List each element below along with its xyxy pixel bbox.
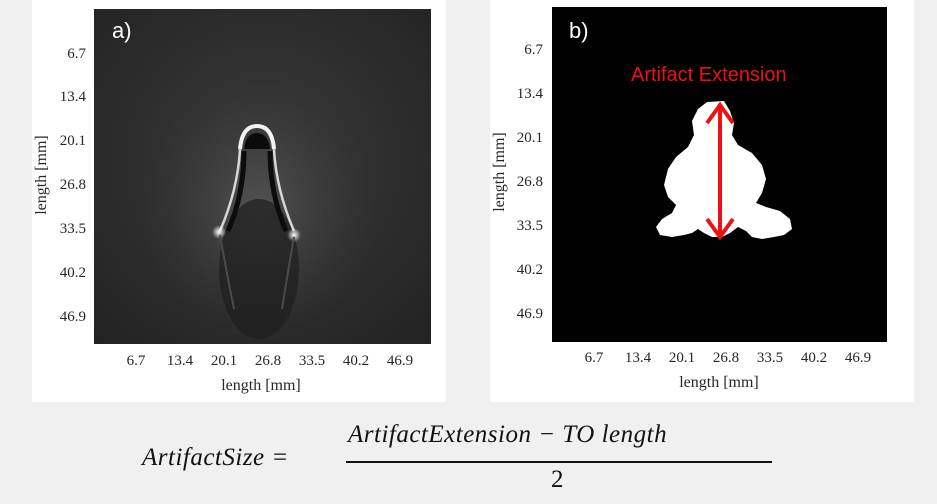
panel-a-ytick: 13.4 bbox=[59, 89, 86, 105]
ultrasound-artifact-image bbox=[94, 9, 431, 344]
panel-a-ytick: 46.9 bbox=[59, 309, 86, 325]
panel-b-ytick: 20.1 bbox=[516, 130, 543, 146]
panel-b-ylabel: length [mm] bbox=[491, 132, 508, 212]
panel-b-xtick: 26.8 bbox=[712, 350, 740, 366]
panel-a-xlabel: length [mm] bbox=[221, 377, 301, 394]
panel-a-ytick: 20.1 bbox=[59, 133, 86, 149]
panel-a-xtick: 33.5 bbox=[298, 353, 326, 369]
panel-b-xtick: 46.9 bbox=[844, 350, 872, 366]
panel-b-ytick: 6.7 bbox=[524, 42, 543, 58]
extension-arrow-head-top bbox=[705, 101, 735, 125]
extension-arrow-head-bottom bbox=[705, 217, 735, 241]
panel-a-ytick: 40.2 bbox=[59, 265, 86, 281]
formula-denominator: 2 bbox=[551, 466, 564, 493]
panel-b-xtick: 40.2 bbox=[800, 350, 828, 366]
panel-b-xtick: 6.7 bbox=[584, 350, 604, 366]
panel-b-xtick: 13.4 bbox=[624, 350, 652, 366]
panel-a-ytick: 6.7 bbox=[67, 46, 86, 62]
panel-a-xtick: 40.2 bbox=[342, 353, 370, 369]
artifact-mask-shape bbox=[656, 101, 792, 239]
panel-a-ytick: 33.5 bbox=[59, 221, 86, 237]
panel-b-ytick: 26.8 bbox=[516, 174, 543, 190]
panel-a-xtick: 26.8 bbox=[254, 353, 282, 369]
panel-b-image bbox=[552, 7, 887, 342]
panel-a-ylabel: length [mm] bbox=[33, 135, 50, 215]
formula-fraction-bar bbox=[346, 461, 772, 463]
panel-b-letter: b) bbox=[569, 18, 589, 43]
formula-numerator: ArtifactExtension − TO length bbox=[348, 421, 668, 448]
panel-b-xlabel: length [mm] bbox=[679, 374, 759, 391]
panel-a-ytick: 26.8 bbox=[59, 177, 86, 193]
panel-b-ytick: 13.4 bbox=[516, 86, 543, 102]
artifact-extension-label: Artifact Extension bbox=[631, 64, 787, 86]
formula-lhs: ArtifactSize = bbox=[142, 444, 289, 471]
panel-a-xtick: 13.4 bbox=[166, 353, 194, 369]
panel-b-xtick: 33.5 bbox=[756, 350, 784, 366]
binary-mask-image bbox=[552, 7, 887, 342]
panel-a-image bbox=[94, 9, 431, 344]
panel-a-letter: a) bbox=[112, 18, 132, 43]
panel-b-ytick: 33.5 bbox=[516, 218, 543, 234]
panel-a-xtick: 20.1 bbox=[210, 353, 238, 369]
panel-b-xtick: 20.1 bbox=[668, 350, 696, 366]
panel-a-xtick: 46.9 bbox=[386, 353, 414, 369]
panel-b-ytick: 46.9 bbox=[516, 306, 543, 322]
panel-b-ytick: 40.2 bbox=[516, 262, 543, 278]
panel-a-xtick: 6.7 bbox=[126, 353, 146, 369]
